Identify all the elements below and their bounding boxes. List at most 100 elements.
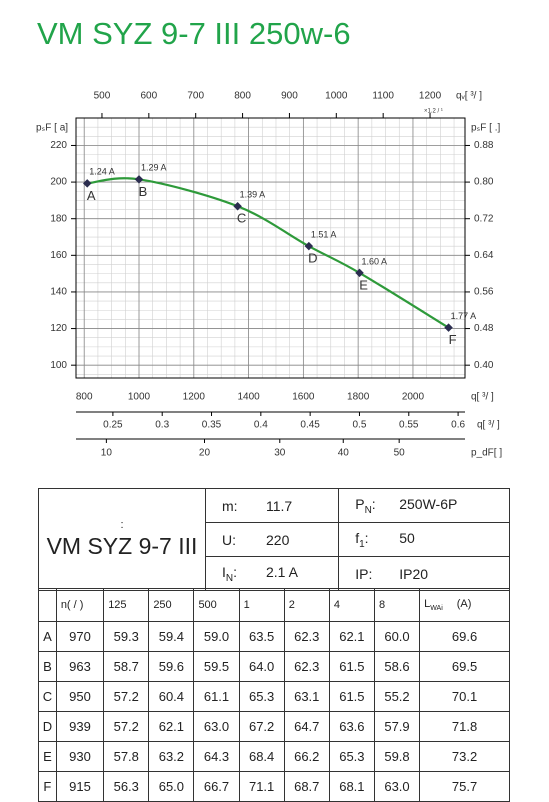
data-cell: 62.3	[283, 621, 330, 652]
label-text: I	[222, 563, 226, 580]
data-cell: D	[38, 711, 57, 742]
header-text: 1	[243, 599, 250, 611]
header-suffix: (A)	[456, 597, 472, 610]
point	[233, 202, 242, 211]
y2-tick-label: 0.48	[474, 323, 494, 334]
data-cell: 75.7	[419, 771, 510, 802]
point-label: B	[139, 184, 148, 199]
header-cell: 1	[238, 588, 285, 622]
axis3-label: p_dF[ ]	[471, 448, 502, 459]
data-cell: 60.0	[373, 621, 421, 652]
label-sub: N	[225, 572, 234, 584]
axis2-tick-label: 0.45	[300, 420, 320, 431]
y2-tick-label: 0.72	[474, 213, 494, 224]
data-cell: 59.4	[148, 621, 195, 652]
spec-row: : VM SYZ 9-7 III m: 11.7 PN: 250W-6P	[38, 488, 510, 591]
label: m:	[206, 498, 266, 514]
data-cell: 61.1	[193, 681, 240, 712]
top-tick-label: 1200	[419, 91, 442, 102]
label-text: IP:	[355, 565, 373, 582]
x-axis-label: q[ ³/ ]	[471, 392, 494, 403]
data-cell: 65.0	[148, 771, 195, 802]
point-label: A	[87, 188, 96, 203]
current-label: 1.77 A	[451, 311, 477, 321]
header-text: n( / )	[60, 599, 84, 611]
data-cell: 970	[55, 621, 105, 652]
data-cell: 64.3	[193, 741, 240, 772]
label: IP:	[339, 566, 399, 582]
data-row: C 950 57.2 60.4 61.1 65.3 63.1 61.5 55.2 70.1	[38, 681, 510, 712]
data-cell: 58.7	[103, 651, 150, 682]
point-label: F	[449, 332, 457, 347]
axis3-tick-label: 20	[199, 448, 211, 459]
data-cell: 58.6	[373, 651, 421, 682]
page-title: VM SYZ 9-7 III 250w-6	[37, 16, 351, 51]
y-axis-label: pₛF [ a]	[36, 123, 68, 134]
header-cell: 500	[193, 588, 240, 622]
data-cell: 56.3	[103, 771, 150, 802]
axis3-tick-label: 40	[338, 448, 350, 459]
spec-row: U: 220 f1: 50	[39, 522, 510, 557]
label-text: f	[355, 529, 360, 546]
data-row: D 939 57.2 62.1 63.0 67.2 64.7 63.6 57.9 71.8	[38, 711, 510, 742]
header-cell: n( / )	[55, 588, 105, 622]
header-cell: 125	[103, 588, 150, 622]
data-cell: 63.1	[283, 681, 330, 712]
data-cell: 63.2	[148, 741, 195, 772]
y-tick-label: 200	[50, 177, 67, 188]
top-tick-label: 1000	[325, 91, 348, 102]
label-suffix: :	[233, 563, 238, 580]
y-tick-label: 140	[50, 287, 67, 298]
data-cell: 59.0	[193, 621, 240, 652]
header-text: L	[424, 597, 431, 610]
data-cell: 57.2	[103, 711, 150, 742]
data-cell: 73.2	[419, 741, 510, 772]
data-cell: 63.0	[373, 771, 421, 802]
spec-cell: IP: IP20	[338, 556, 510, 591]
spec-value: 220	[266, 531, 290, 548]
point	[444, 323, 453, 332]
label: f1:	[339, 530, 399, 550]
point	[304, 241, 314, 251]
data-cell: 69.5	[419, 651, 510, 682]
data-cell: 63.6	[328, 711, 375, 742]
y2-tick-label: 0.40	[474, 360, 494, 371]
point	[134, 175, 144, 184]
axis2-tick-label: 0.55	[399, 420, 419, 431]
data-cell: 57.9	[373, 711, 421, 742]
label-suffix: :	[364, 529, 369, 546]
data-row: F 915 56.3 65.0 66.7 71.1 68.7 68.1 63.0 75.7	[38, 771, 510, 802]
x-tick-label: 800	[76, 392, 93, 403]
axis3-tick-label: 10	[101, 448, 113, 459]
data-cell: 915	[55, 771, 105, 802]
top-axis-label: qᵥ[ ³/ ]	[456, 91, 482, 102]
spec-cell: f1: 50	[338, 522, 510, 557]
data-cell: 61.5	[328, 651, 375, 682]
top-tick-label: 500	[94, 91, 111, 102]
chart: 800 1000 1200 1400 1600 1800 2000 100 120 140 160 1…	[36, 91, 502, 459]
top-tick-label: 1100	[372, 91, 394, 102]
data-cell: 59.5	[193, 651, 240, 682]
top-tick-label: 700	[187, 91, 204, 102]
data-cell: 66.2	[283, 741, 330, 772]
data-cell: 60.4	[148, 681, 195, 712]
top-tick-label: 800	[234, 91, 251, 102]
point	[82, 179, 92, 188]
y2-tick-label: 0.64	[474, 250, 494, 261]
data-cell: 61.5	[328, 681, 375, 712]
y2-tick-label: 0.88	[474, 140, 494, 151]
axis2-tick-label: 0.3	[155, 420, 169, 431]
data-cell: 59.8	[373, 741, 421, 772]
top-tick-label: 600	[140, 91, 157, 102]
x-tick-label: 2000	[402, 392, 425, 403]
y2-tick-label: 0.80	[474, 177, 494, 188]
spec-value: 250W-6P	[399, 495, 458, 512]
label-sub: N	[364, 504, 372, 516]
axis3-tick-label: 50	[394, 448, 406, 459]
top-axis-note: ×1.2 / ¹	[424, 109, 443, 115]
header-text: 500	[198, 599, 217, 611]
label-sub: 1	[359, 538, 365, 550]
data-row: A 970 59.3 59.4 59.0 63.5 62.3 62.1 60.0 69.6	[38, 621, 510, 652]
data-cell: 57.2	[103, 681, 150, 712]
